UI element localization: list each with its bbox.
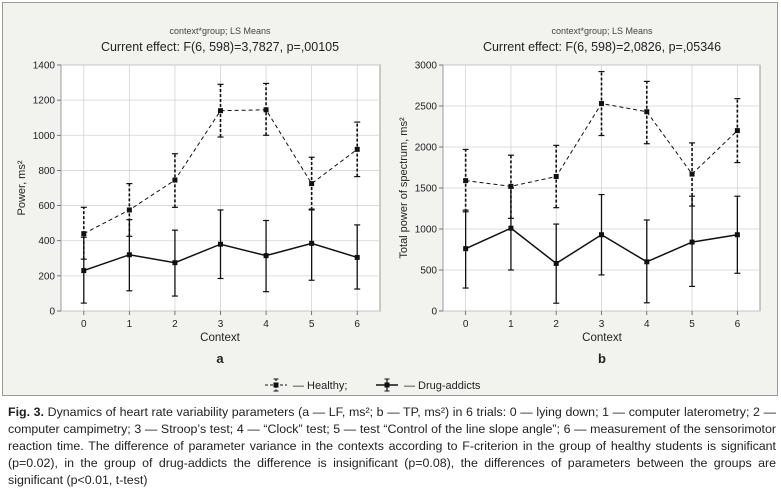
caption-text: Dynamics of heart rate variability param…	[8, 405, 776, 487]
data-point	[463, 246, 469, 252]
x-tick-label: 2	[172, 319, 178, 330]
caption-label: Fig. 3.	[8, 405, 44, 419]
data-point	[172, 260, 178, 266]
y-tick-label: 400	[38, 236, 55, 247]
y-tick-label: 2500	[415, 102, 438, 113]
data-point	[126, 252, 132, 258]
data-point	[599, 101, 604, 107]
x-tick-label: 2	[553, 319, 559, 330]
data-point	[81, 231, 87, 237]
y-tick-label: 0	[431, 307, 437, 318]
data-point	[81, 268, 87, 274]
data-point	[508, 225, 514, 231]
panel-label: b	[598, 351, 606, 366]
chart-panel-b: context*group; LS Means Current effect: F…	[398, 26, 761, 366]
x-tick-label: 6	[735, 319, 741, 330]
y-tick-label: 0	[49, 307, 55, 318]
x-tick-label: 0	[81, 319, 87, 330]
data-point	[218, 108, 223, 114]
x-tick-label: 4	[644, 319, 650, 330]
y-axis-label: Total power of spectrum, ms²	[398, 117, 410, 259]
legend-item-healthy: — Healthy;	[265, 378, 347, 392]
data-point	[218, 241, 223, 247]
data-point	[126, 207, 132, 213]
data-point	[309, 181, 315, 187]
data-point	[463, 178, 469, 184]
chart-header: context*group; LS Means	[551, 26, 653, 36]
data-point	[508, 183, 514, 189]
data-point	[734, 232, 740, 238]
figure-charts: context*group; LS Means Current effect: F…	[16, 26, 761, 392]
legend-label: — Healthy;	[293, 380, 347, 392]
y-axis-label: Power, ms²	[16, 160, 28, 215]
data-point	[263, 253, 269, 259]
x-tick-label: 0	[463, 319, 469, 330]
chart-title: Current effect: F(6, 598)=3,7827, p=,001…	[101, 40, 339, 54]
x-tick-label: 1	[127, 319, 133, 330]
data-point	[172, 177, 178, 183]
panel-label: a	[216, 351, 224, 366]
x-tick-label: 3	[218, 319, 224, 330]
y-tick-label: 3000	[415, 61, 438, 72]
legend-marker	[273, 382, 279, 388]
data-point	[263, 107, 269, 113]
data-point	[354, 146, 360, 152]
figure-frame: context*group; LS Means Current effect: F…	[2, 2, 778, 396]
x-axis-label: Context	[582, 332, 622, 344]
data-point	[734, 128, 740, 134]
x-tick-label: 3	[599, 319, 605, 330]
y-tick-label: 1400	[33, 61, 56, 72]
x-tick-label: 6	[354, 319, 360, 330]
chart-header: context*group; LS Means	[169, 26, 271, 36]
legend-item-drug-addicts: — Drug-addicts	[376, 378, 481, 392]
y-tick-label: 1500	[415, 184, 438, 195]
y-tick-label: 500	[420, 266, 437, 277]
data-point	[644, 109, 650, 115]
chart-panel-a: context*group; LS Means Current effect: F…	[16, 26, 381, 366]
data-point	[689, 239, 695, 245]
x-tick-label: 4	[263, 319, 269, 330]
y-tick-label: 600	[38, 201, 55, 212]
figure-caption: Fig. 3. Dynamics of heart rate variabili…	[8, 404, 776, 489]
legend-label: — Drug-addicts	[404, 380, 481, 392]
x-tick-label: 5	[309, 319, 315, 330]
data-point	[553, 174, 559, 180]
y-tick-label: 800	[38, 166, 55, 177]
data-point	[689, 171, 695, 177]
chart-title: Current effect: F(6, 598)=2,0826, p=,053…	[483, 40, 721, 54]
data-point	[644, 259, 650, 265]
data-point	[309, 240, 315, 246]
y-tick-label: 200	[38, 271, 55, 282]
y-tick-label: 1200	[33, 96, 56, 107]
x-tick-label: 5	[689, 319, 695, 330]
y-tick-label: 1000	[33, 131, 56, 142]
legend: — Healthy; — Drug-addicts	[265, 378, 481, 392]
series-drug-addicts	[462, 187, 741, 304]
legend-marker	[384, 382, 390, 388]
y-tick-label: 2000	[415, 143, 438, 154]
series-drug-addicts	[80, 208, 361, 304]
data-point	[599, 232, 604, 238]
data-point	[354, 254, 360, 260]
y-tick-label: 1000	[415, 225, 438, 236]
data-point	[553, 260, 559, 266]
x-tick-label: 1	[508, 319, 514, 330]
x-axis-label: Context	[200, 332, 240, 344]
